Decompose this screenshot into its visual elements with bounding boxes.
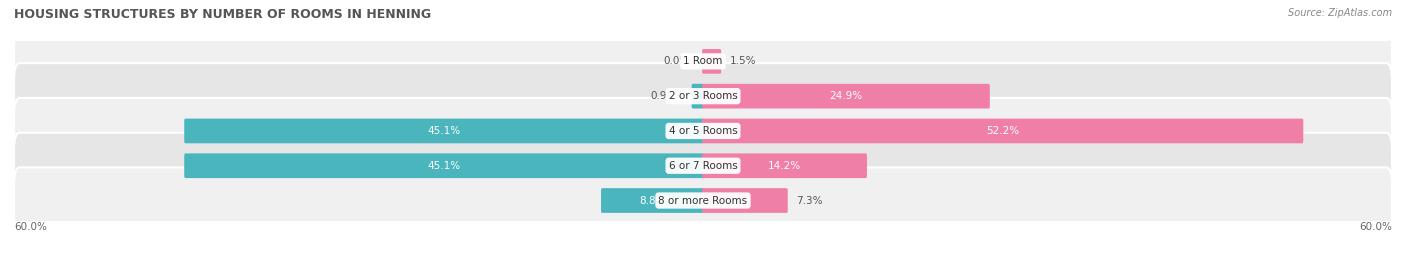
FancyBboxPatch shape — [14, 63, 1392, 129]
Text: HOUSING STRUCTURES BY NUMBER OF ROOMS IN HENNING: HOUSING STRUCTURES BY NUMBER OF ROOMS IN… — [14, 8, 432, 21]
FancyBboxPatch shape — [692, 84, 704, 109]
Text: 14.2%: 14.2% — [768, 161, 801, 171]
FancyBboxPatch shape — [702, 84, 990, 109]
Text: 0.91%: 0.91% — [651, 91, 683, 101]
Text: Source: ZipAtlas.com: Source: ZipAtlas.com — [1288, 8, 1392, 18]
Text: 4 or 5 Rooms: 4 or 5 Rooms — [669, 126, 737, 136]
FancyBboxPatch shape — [14, 133, 1392, 199]
Text: 7.3%: 7.3% — [796, 195, 823, 205]
Text: 1.5%: 1.5% — [730, 56, 756, 66]
FancyBboxPatch shape — [184, 119, 704, 143]
FancyBboxPatch shape — [600, 188, 704, 213]
FancyBboxPatch shape — [702, 153, 868, 178]
FancyBboxPatch shape — [702, 49, 721, 74]
Text: 45.1%: 45.1% — [427, 126, 461, 136]
Text: 6 or 7 Rooms: 6 or 7 Rooms — [669, 161, 737, 171]
Text: 24.9%: 24.9% — [830, 91, 862, 101]
Text: 60.0%: 60.0% — [14, 222, 46, 232]
Text: 2 or 3 Rooms: 2 or 3 Rooms — [669, 91, 737, 101]
FancyBboxPatch shape — [14, 98, 1392, 164]
Text: 8 or more Rooms: 8 or more Rooms — [658, 195, 748, 205]
Text: 1 Room: 1 Room — [683, 56, 723, 66]
Text: 0.0%: 0.0% — [664, 56, 689, 66]
FancyBboxPatch shape — [702, 119, 1303, 143]
FancyBboxPatch shape — [14, 167, 1392, 234]
FancyBboxPatch shape — [14, 28, 1392, 94]
FancyBboxPatch shape — [702, 188, 787, 213]
Text: 8.8%: 8.8% — [640, 195, 665, 205]
Text: 60.0%: 60.0% — [1360, 222, 1392, 232]
Text: 45.1%: 45.1% — [427, 161, 461, 171]
FancyBboxPatch shape — [184, 153, 704, 178]
Text: 52.2%: 52.2% — [986, 126, 1019, 136]
